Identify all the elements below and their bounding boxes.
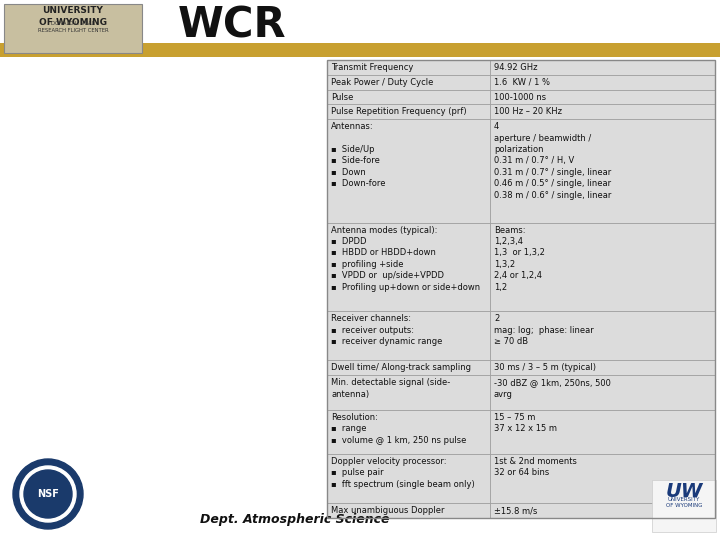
Text: WCR: WCR xyxy=(178,4,287,46)
Bar xyxy=(327,75,490,90)
Bar xyxy=(490,311,715,360)
Bar xyxy=(490,410,715,454)
Text: -30 dBZ @ 1km, 250ns, 500
avrg: -30 dBZ @ 1km, 250ns, 500 avrg xyxy=(494,378,611,399)
Bar xyxy=(327,222,490,311)
Text: UNIVERSITY
OF WYOMING: UNIVERSITY OF WYOMING xyxy=(39,6,107,27)
Text: 100 Hz – 20 KHz: 100 Hz – 20 KHz xyxy=(494,107,562,116)
Text: Beams:
1,2,3,4
1,3  or 1,3,2
1,3,2
2,4 or 1,2,4
1,2: Beams: 1,2,3,4 1,3 or 1,3,2 1,3,2 2,4 or… xyxy=(494,226,545,292)
Bar xyxy=(490,90,715,104)
Bar xyxy=(327,311,490,360)
Bar xyxy=(490,360,715,375)
Text: Antenna modes (typical):
▪  DPDD
▪  HBDD or HBDD+down
▪  profiling +side
▪  VPDD: Antenna modes (typical): ▪ DPDD ▪ HBDD o… xyxy=(331,226,480,292)
Text: Doppler velocity processor:
▪  pulse pair
▪  fft spectrum (single beam only): Doppler velocity processor: ▪ pulse pair… xyxy=(331,457,474,489)
Bar xyxy=(327,410,490,454)
Text: Receiver channels:
▪  receiver outputs:
▪  receiver dynamic range: Receiver channels: ▪ receiver outputs: ▪… xyxy=(331,314,442,346)
Bar xyxy=(490,60,715,75)
Text: Min. detectable signal (side-
antenna): Min. detectable signal (side- antenna) xyxy=(331,378,450,399)
Bar xyxy=(490,119,715,222)
Bar xyxy=(490,222,715,311)
Circle shape xyxy=(24,470,72,518)
Bar xyxy=(327,60,715,518)
Text: DONALD L. VEAL
RESEARCH FLIGHT CENTER: DONALD L. VEAL RESEARCH FLIGHT CENTER xyxy=(37,21,108,32)
Text: Transmit Frequency: Transmit Frequency xyxy=(331,63,413,72)
Bar xyxy=(327,375,490,410)
Text: 1.6  KW / 1 %: 1.6 KW / 1 % xyxy=(494,78,550,87)
Text: 100-1000 ns: 100-1000 ns xyxy=(494,92,546,102)
Text: Antennas:

▪  Side/Up
▪  Side-fore
▪  Down
▪  Down-fore: Antennas: ▪ Side/Up ▪ Side-fore ▪ Down ▪… xyxy=(331,122,385,188)
Text: Resolution:
▪  range
▪  volume @ 1 km, 250 ns pulse: Resolution: ▪ range ▪ volume @ 1 km, 250… xyxy=(331,413,467,444)
Bar xyxy=(490,104,715,119)
Text: Dwell time/ Along-track sampling: Dwell time/ Along-track sampling xyxy=(331,363,471,373)
Bar xyxy=(490,503,715,518)
Text: ±15.8 m/s: ±15.8 m/s xyxy=(494,506,537,515)
Text: Pulse Repetition Frequency (prf): Pulse Repetition Frequency (prf) xyxy=(331,107,467,116)
Bar xyxy=(327,503,490,518)
Text: Max unambiguous Doppler: Max unambiguous Doppler xyxy=(331,506,444,515)
Bar xyxy=(327,104,490,119)
Bar xyxy=(327,90,490,104)
Circle shape xyxy=(13,459,83,529)
Bar xyxy=(652,480,716,532)
Text: 30 ms / 3 – 5 m (typical): 30 ms / 3 – 5 m (typical) xyxy=(494,363,596,373)
Text: UW: UW xyxy=(665,482,703,501)
Text: Peak Power / Duty Cycle: Peak Power / Duty Cycle xyxy=(331,78,433,87)
Text: Dept. Atmospheric Science: Dept. Atmospheric Science xyxy=(200,513,390,526)
Text: UNIVERSITY
OF WYOMING: UNIVERSITY OF WYOMING xyxy=(666,497,702,508)
Text: Pulse: Pulse xyxy=(331,92,354,102)
Text: NSF: NSF xyxy=(37,489,59,499)
Text: 1st & 2nd moments
32 or 64 bins: 1st & 2nd moments 32 or 64 bins xyxy=(494,457,577,477)
Bar xyxy=(0,43,720,57)
Circle shape xyxy=(20,466,76,522)
Bar xyxy=(490,375,715,410)
Text: 94.92 GHz: 94.92 GHz xyxy=(494,63,537,72)
Text: 4
aperture / beamwidth /
polarization
0.31 m / 0.7° / H, V
0.31 m / 0.7° / singl: 4 aperture / beamwidth / polarization 0.… xyxy=(494,122,611,200)
Text: 15 – 75 m
37 x 12 x 15 m: 15 – 75 m 37 x 12 x 15 m xyxy=(494,413,557,433)
Bar xyxy=(327,360,490,375)
Bar xyxy=(327,60,490,75)
Bar xyxy=(490,75,715,90)
Bar xyxy=(4,4,142,53)
Bar xyxy=(327,454,490,503)
Text: 2
mag: log;  phase: linear
≥ 70 dB: 2 mag: log; phase: linear ≥ 70 dB xyxy=(494,314,594,346)
Bar xyxy=(327,119,490,222)
Bar xyxy=(490,454,715,503)
